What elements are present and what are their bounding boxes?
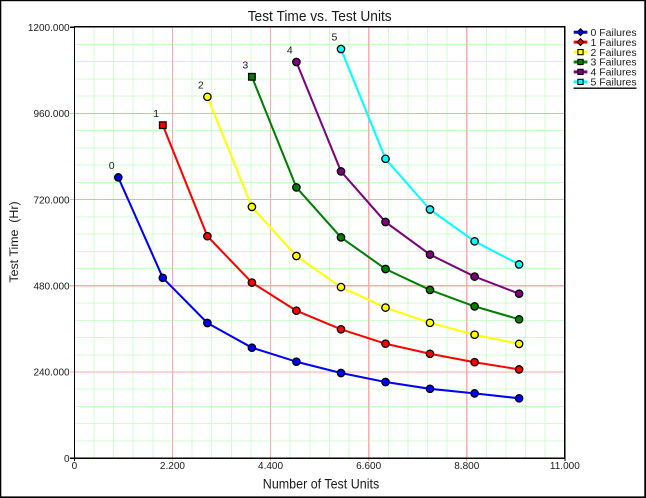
svg-text:960.000: 960.000 [33,109,70,120]
svg-text:1: 1 [153,108,159,120]
svg-text:Test Time (Hr): Test Time (Hr) [7,201,21,282]
svg-text:4: 4 [287,45,293,57]
svg-text:2: 2 [198,80,204,92]
svg-text:1 Failures: 1 Failures [591,37,637,49]
svg-text:2 Failures: 2 Failures [591,47,637,59]
svg-text:0: 0 [72,461,78,472]
svg-text:3: 3 [242,60,248,72]
svg-text:11.000: 11.000 [550,461,580,472]
svg-text:240.000: 240.000 [33,368,70,379]
svg-text:480.000: 480.000 [33,281,70,292]
svg-text:Number of Test Units: Number of Test Units [263,477,380,492]
svg-text:5 Failures: 5 Failures [591,77,637,89]
svg-text:1200.000: 1200.000 [28,23,70,34]
svg-text:0: 0 [64,454,70,465]
svg-text:5: 5 [331,32,337,44]
svg-text:3 Failures: 3 Failures [591,57,637,69]
svg-text:8.800: 8.800 [454,461,479,472]
svg-text:0 Failures: 0 Failures [591,27,637,39]
svg-text:720.000: 720.000 [33,195,70,206]
svg-text:2.200: 2.200 [160,461,185,472]
svg-text:0: 0 [109,160,115,172]
svg-text:6.600: 6.600 [356,461,381,472]
svg-text:Test Time vs. Test Units: Test Time vs. Test Units [248,9,392,25]
svg-text:4.400: 4.400 [258,461,283,472]
svg-text:4 Failures: 4 Failures [591,67,637,79]
